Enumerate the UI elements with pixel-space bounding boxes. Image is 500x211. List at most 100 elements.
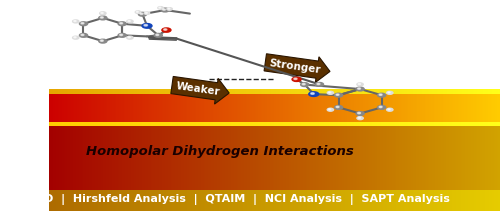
Polygon shape [345, 89, 346, 122]
Polygon shape [199, 89, 200, 94]
Polygon shape [428, 89, 430, 122]
Polygon shape [152, 190, 154, 211]
Polygon shape [235, 89, 236, 122]
Polygon shape [148, 122, 150, 126]
Polygon shape [243, 190, 244, 211]
Polygon shape [53, 89, 54, 94]
Polygon shape [80, 122, 82, 126]
Polygon shape [59, 190, 60, 211]
Polygon shape [438, 190, 440, 211]
Polygon shape [484, 190, 485, 211]
Polygon shape [254, 89, 255, 122]
Polygon shape [248, 190, 249, 211]
Polygon shape [212, 89, 214, 122]
Circle shape [292, 77, 301, 81]
Polygon shape [450, 89, 452, 122]
Polygon shape [198, 122, 199, 126]
Polygon shape [382, 89, 384, 94]
Polygon shape [336, 89, 338, 122]
Polygon shape [458, 190, 460, 211]
Polygon shape [345, 122, 346, 190]
Polygon shape [344, 89, 345, 94]
Polygon shape [448, 89, 449, 94]
Polygon shape [62, 190, 64, 211]
Polygon shape [106, 190, 108, 211]
Polygon shape [399, 122, 400, 126]
Polygon shape [223, 122, 224, 190]
Polygon shape [382, 122, 384, 126]
Polygon shape [354, 89, 356, 94]
Polygon shape [156, 190, 157, 211]
Polygon shape [399, 89, 400, 122]
Polygon shape [278, 89, 279, 122]
Polygon shape [176, 190, 178, 211]
Polygon shape [181, 122, 182, 126]
Polygon shape [352, 89, 354, 94]
Polygon shape [314, 89, 315, 94]
Polygon shape [400, 89, 402, 122]
Polygon shape [229, 89, 230, 122]
Polygon shape [300, 190, 302, 211]
Polygon shape [410, 122, 411, 190]
Polygon shape [315, 122, 316, 190]
Polygon shape [327, 89, 328, 94]
Polygon shape [328, 89, 330, 94]
Polygon shape [478, 89, 479, 122]
Polygon shape [218, 190, 220, 211]
Polygon shape [178, 122, 180, 190]
Polygon shape [226, 89, 228, 94]
Polygon shape [114, 122, 115, 126]
Polygon shape [97, 190, 98, 211]
Polygon shape [461, 89, 462, 122]
Polygon shape [376, 89, 378, 122]
Polygon shape [250, 190, 252, 211]
Polygon shape [90, 190, 91, 211]
Polygon shape [162, 89, 163, 122]
Polygon shape [436, 89, 437, 94]
Polygon shape [109, 89, 110, 94]
Polygon shape [302, 190, 303, 211]
Polygon shape [65, 89, 66, 122]
Polygon shape [350, 89, 351, 94]
Polygon shape [60, 89, 62, 122]
Polygon shape [485, 89, 486, 94]
Polygon shape [202, 122, 203, 190]
Polygon shape [151, 89, 152, 94]
Polygon shape [356, 89, 357, 122]
Polygon shape [446, 89, 448, 122]
Polygon shape [160, 89, 162, 94]
Polygon shape [356, 122, 357, 126]
Polygon shape [76, 190, 78, 211]
Polygon shape [442, 89, 443, 94]
Polygon shape [73, 122, 74, 190]
Polygon shape [112, 122, 114, 126]
Polygon shape [384, 89, 386, 94]
Polygon shape [328, 190, 330, 211]
Polygon shape [312, 89, 314, 94]
Polygon shape [79, 122, 80, 190]
Polygon shape [362, 89, 363, 122]
Polygon shape [282, 89, 284, 122]
Polygon shape [354, 122, 356, 190]
Polygon shape [425, 190, 426, 211]
Polygon shape [382, 89, 384, 122]
Polygon shape [120, 190, 121, 211]
Polygon shape [315, 89, 316, 94]
Polygon shape [336, 122, 338, 190]
Polygon shape [448, 190, 449, 211]
Polygon shape [198, 190, 199, 211]
Polygon shape [228, 122, 229, 190]
Polygon shape [345, 190, 346, 211]
Polygon shape [482, 190, 484, 211]
Polygon shape [291, 89, 292, 94]
Polygon shape [120, 122, 121, 190]
Polygon shape [184, 89, 186, 94]
Polygon shape [133, 190, 134, 211]
Polygon shape [118, 190, 120, 211]
Polygon shape [468, 190, 470, 211]
Polygon shape [91, 89, 92, 122]
Circle shape [336, 94, 339, 95]
Polygon shape [157, 122, 158, 126]
Polygon shape [462, 89, 464, 94]
Circle shape [357, 83, 364, 86]
